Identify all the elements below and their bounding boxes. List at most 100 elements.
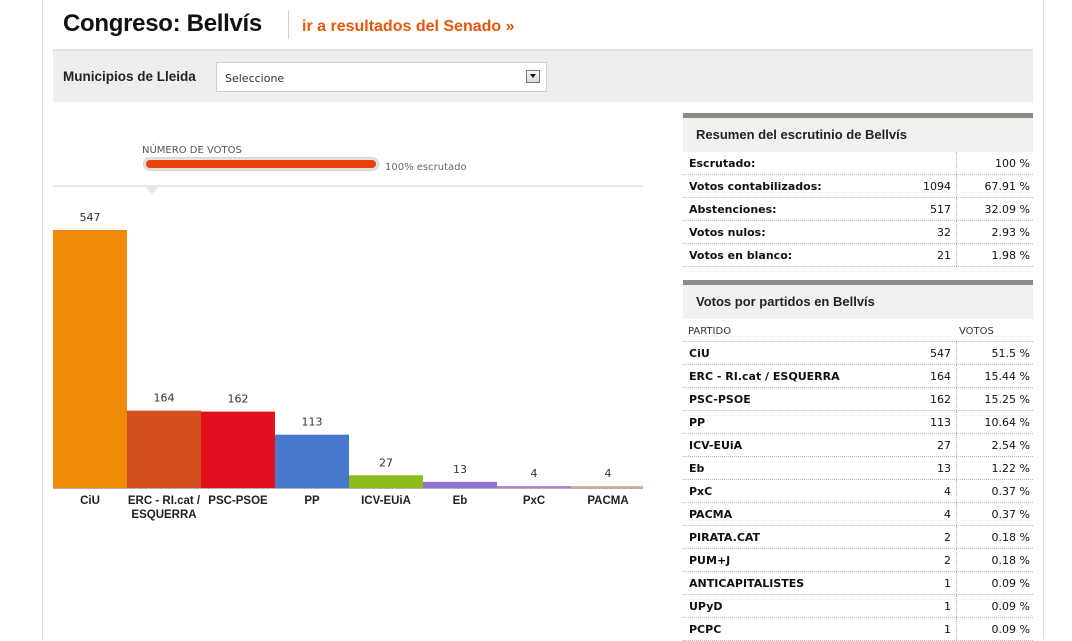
summary-row-percent: 2.93 % bbox=[991, 226, 1030, 239]
party-row-percent: 0.18 % bbox=[991, 531, 1030, 544]
party-row: PP 113 10.64 % bbox=[683, 411, 1033, 434]
bar-category-label-line: ESQUERRA bbox=[131, 509, 196, 521]
party-row: UPyD 1 0.09 % bbox=[683, 595, 1033, 618]
summary-table-body: Escrutado: 100 % Votos contabilizados: 1094… bbox=[683, 152, 1033, 267]
summary-row-label: Votos contabilizados: bbox=[689, 180, 822, 193]
column-divider bbox=[956, 198, 958, 220]
party-row-count: 1 bbox=[944, 600, 951, 613]
summary-row-count: 32 bbox=[937, 226, 951, 239]
bar-category-label-line: ERC - RI.cat / bbox=[128, 495, 201, 507]
summary-table-title: Resumen del escrutinio de Bellvís bbox=[683, 118, 1033, 152]
municipality-selector-bar: Municipios de Lleida Seleccione bbox=[53, 49, 1033, 102]
column-divider bbox=[956, 434, 958, 456]
progress-status-text: 100% escrutado bbox=[385, 162, 467, 173]
bar-category-label: PACMA bbox=[587, 495, 628, 507]
municipality-selector-label: Municipios de Lleida bbox=[63, 69, 196, 84]
party-votes-table-header: PARTIDO VOTOS bbox=[683, 319, 1033, 342]
page-header: Congreso: Bellvís ir a resultados del Se… bbox=[53, 0, 1033, 48]
summary-row-percent: 67.91 % bbox=[984, 180, 1030, 193]
municipality-select[interactable]: Seleccione bbox=[216, 62, 547, 92]
bar-7 bbox=[571, 486, 643, 488]
bar-category-label: PSC-PSOE bbox=[208, 495, 268, 507]
summary-row: Votos en blanco: 21 1.98 % bbox=[683, 244, 1033, 267]
bar-category-label: ICV-EUiA bbox=[361, 495, 411, 507]
party-row: CiU 547 51.5 % bbox=[683, 342, 1033, 365]
column-divider bbox=[956, 221, 958, 243]
bar-category-label-line: PxC bbox=[523, 495, 545, 507]
senado-results-link[interactable]: ir a resultados del Senado » bbox=[302, 18, 515, 35]
column-divider bbox=[956, 595, 958, 617]
bar-2 bbox=[201, 411, 275, 488]
party-row: PACMA 4 0.37 % bbox=[683, 503, 1033, 526]
party-row-label: ERC - RI.cat / ESQUERRA bbox=[689, 370, 840, 383]
party-row-label: PACMA bbox=[689, 508, 733, 521]
column-divider bbox=[956, 342, 958, 364]
party-row-count: 1 bbox=[944, 623, 951, 636]
party-row-count: 113 bbox=[930, 416, 951, 429]
party-row-percent: 15.25 % bbox=[984, 393, 1030, 406]
party-row-label: ANTICAPITALISTES bbox=[689, 577, 805, 590]
party-row: PCPC 1 0.09 % bbox=[683, 618, 1033, 641]
bar-value-label: 162 bbox=[228, 393, 249, 406]
party-votes-table: Votos por partidos en Bellvís PARTIDO VO… bbox=[683, 280, 1033, 641]
party-row-percent: 0.09 % bbox=[991, 623, 1030, 636]
summary-table: Resumen del escrutinio de Bellvís Escrut… bbox=[683, 113, 1033, 267]
column-divider bbox=[956, 503, 958, 525]
bar-value-label: 4 bbox=[531, 467, 538, 480]
title-divider bbox=[288, 11, 289, 39]
party-row-label: PSC-PSOE bbox=[689, 393, 751, 406]
column-divider bbox=[956, 411, 958, 433]
party-votes-table-body: CiU 547 51.5 % ERC - RI.cat / ESQUERRA 164 15… bbox=[683, 342, 1033, 641]
party-row-count: 2 bbox=[944, 531, 951, 544]
bar-1 bbox=[127, 410, 201, 488]
summary-row-label: Escrutado: bbox=[689, 157, 756, 170]
party-row-percent: 0.09 % bbox=[991, 600, 1030, 613]
party-row: ERC - RI.cat / ESQUERRA 164 15.44 % bbox=[683, 365, 1033, 388]
column-divider bbox=[956, 480, 958, 502]
summary-row-percent: 1.98 % bbox=[991, 249, 1030, 262]
column-divider bbox=[956, 152, 958, 174]
bar-6 bbox=[497, 486, 571, 488]
chevron-down-icon[interactable] bbox=[526, 70, 540, 83]
party-row-count: 162 bbox=[930, 393, 951, 406]
party-row-count: 4 bbox=[944, 508, 951, 521]
summary-row-count: 517 bbox=[930, 203, 951, 216]
bar-chart-svg: 547 CiU 164 ERC - RI.cat / ESQUERRA 162 PSC-PS… bbox=[53, 211, 643, 521]
column-divider bbox=[956, 618, 958, 640]
summary-row: Escrutado: 100 % bbox=[683, 152, 1033, 175]
party-row-count: 164 bbox=[930, 370, 951, 383]
summary-row: Votos nulos: 32 2.93 % bbox=[683, 221, 1033, 244]
party-row: PxC 4 0.37 % bbox=[683, 480, 1033, 503]
summary-row: Votos contabilizados: 1094 67.91 % bbox=[683, 175, 1033, 198]
votes-column-header: VOTOS bbox=[959, 326, 994, 337]
municipality-select-value: Seleccione bbox=[225, 72, 285, 85]
party-row-count: 4 bbox=[944, 485, 951, 498]
party-row-percent: 0.37 % bbox=[991, 508, 1030, 521]
chart-divider bbox=[53, 185, 643, 187]
party-row-count: 1 bbox=[944, 577, 951, 590]
party-votes-table-title: Votos por partidos en Bellvís bbox=[683, 285, 1033, 319]
bar-value-label: 113 bbox=[302, 416, 323, 429]
party-row-percent: 0.37 % bbox=[991, 485, 1030, 498]
summary-row-percent: 100 % bbox=[995, 157, 1030, 170]
summary-row-label: Votos nulos: bbox=[689, 226, 766, 239]
party-row-label: PCPC bbox=[689, 623, 722, 636]
bar-category-label: ERC - RI.cat / ESQUERRA bbox=[128, 495, 201, 521]
party-row-percent: 15.44 % bbox=[984, 370, 1030, 383]
bar-value-label: 4 bbox=[605, 467, 612, 480]
bar-category-label-line: ICV-EUiA bbox=[361, 495, 411, 507]
column-divider bbox=[956, 365, 958, 387]
party-row-count: 13 bbox=[937, 462, 951, 475]
party-row: ICV-EUiA 27 2.54 % bbox=[683, 434, 1033, 457]
summary-row-count: 21 bbox=[937, 249, 951, 262]
party-row-label: Eb bbox=[689, 462, 705, 475]
summary-row-count: 1094 bbox=[923, 180, 951, 193]
chart-divider-notch bbox=[145, 187, 159, 194]
summary-row-label: Abstenciones: bbox=[689, 203, 777, 216]
bar-category-label: PP bbox=[304, 495, 320, 507]
party-row-percent: 0.18 % bbox=[991, 554, 1030, 567]
summary-row-percent: 32.09 % bbox=[984, 203, 1030, 216]
party-row-count: 547 bbox=[930, 347, 951, 360]
bar-category-label-line: PP bbox=[304, 495, 320, 507]
party-row-count: 2 bbox=[944, 554, 951, 567]
